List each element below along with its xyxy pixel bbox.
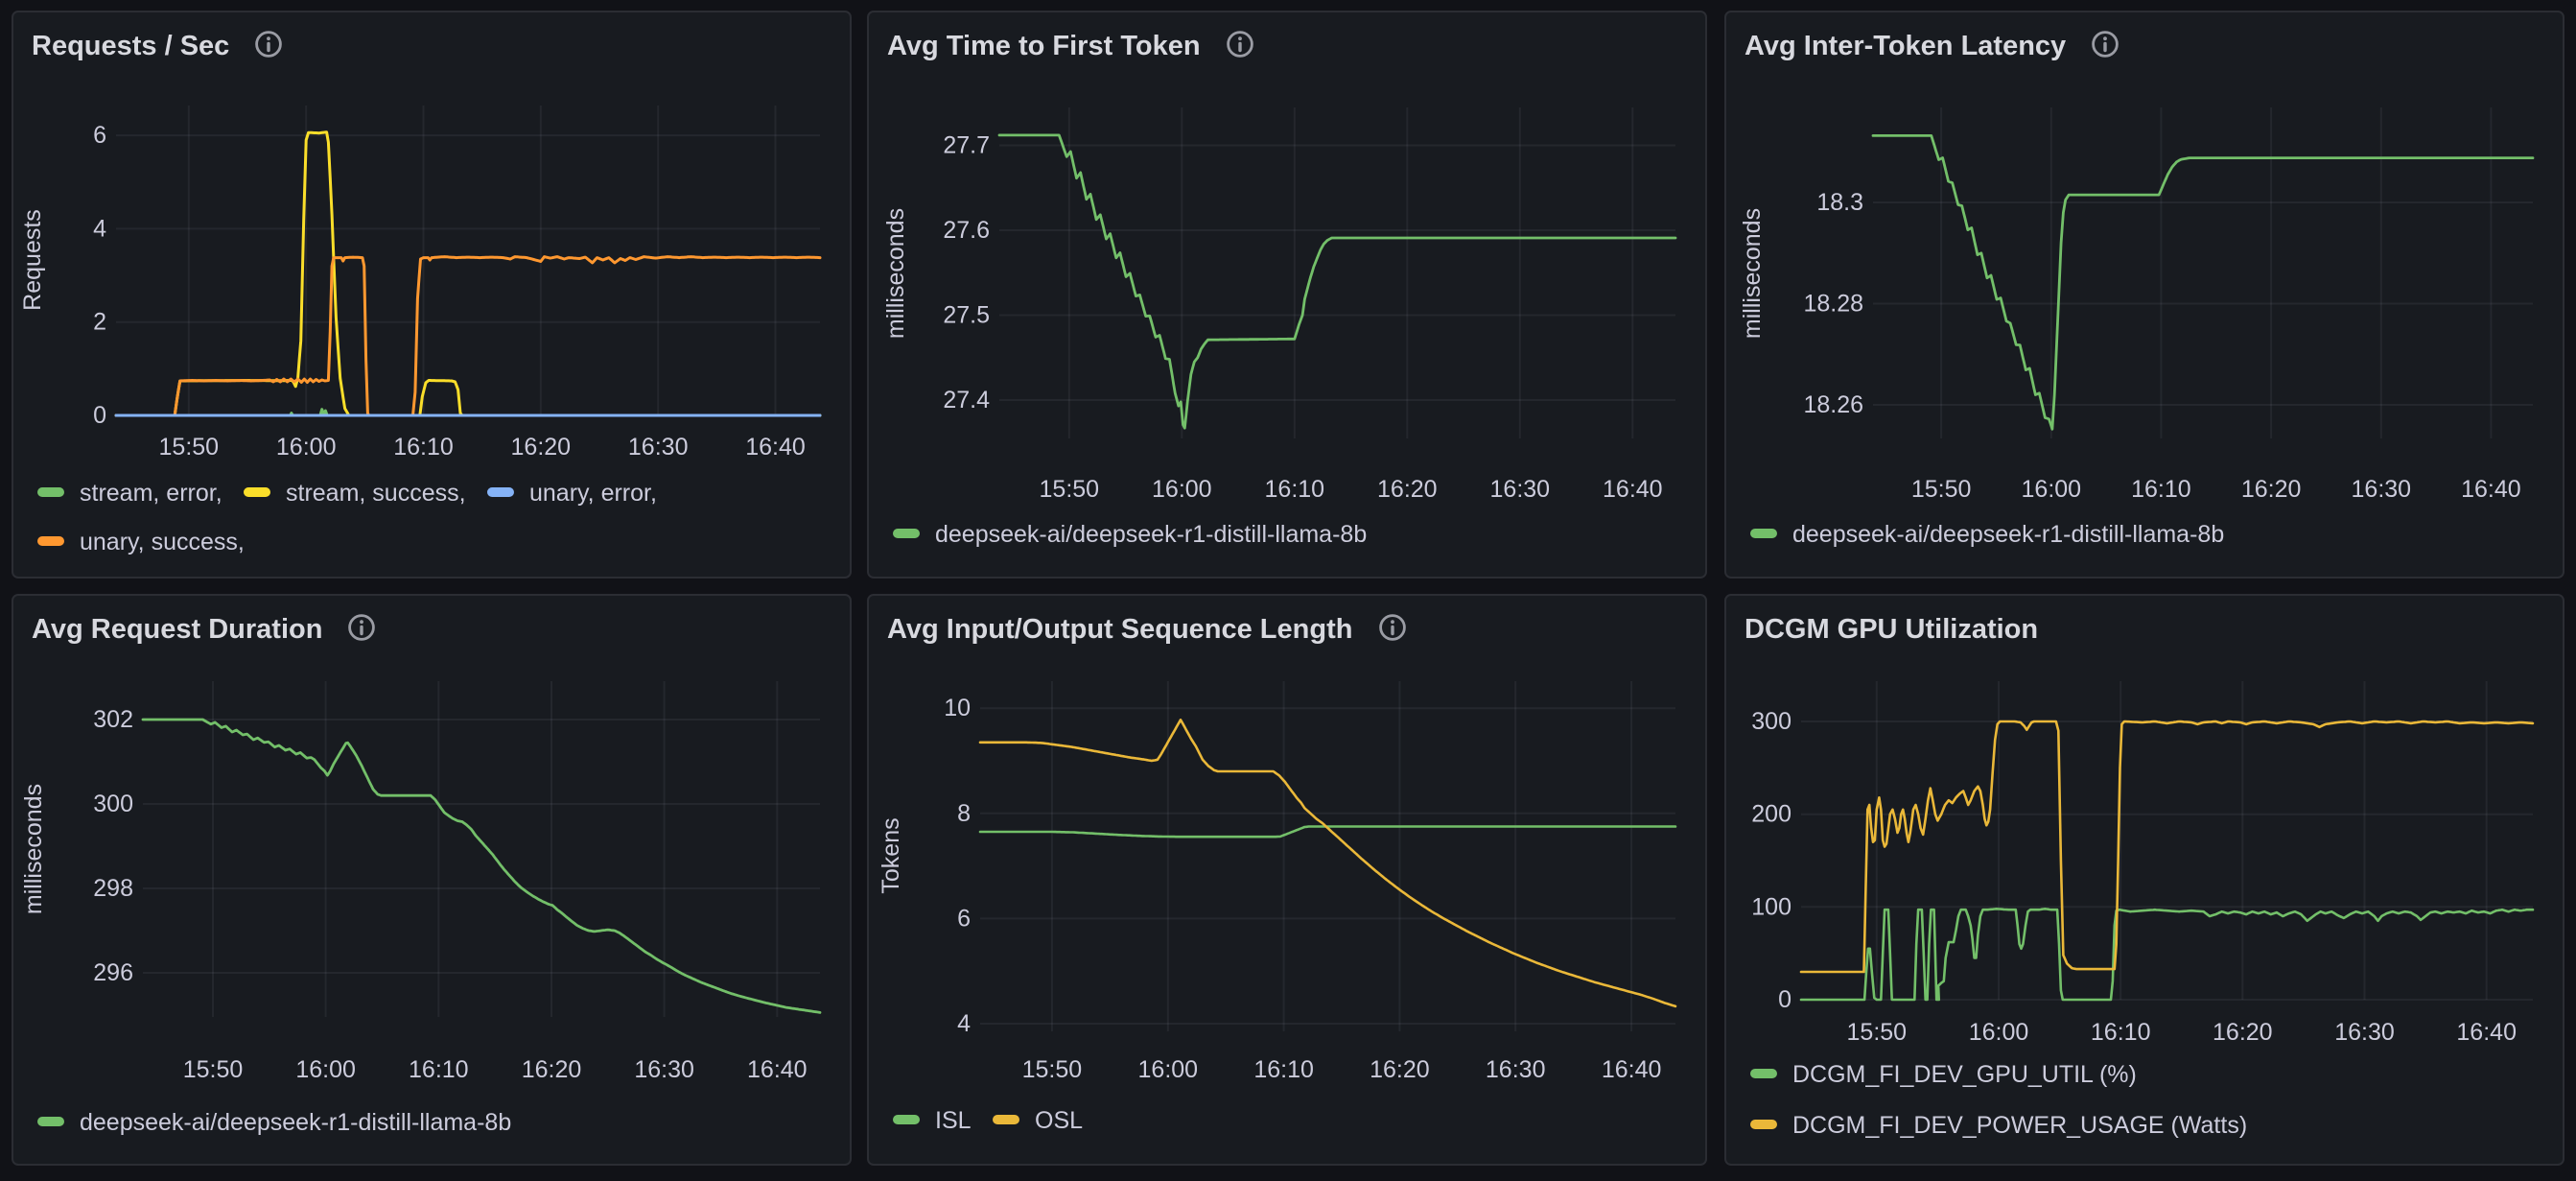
svg-text:DCGM GPU Utilization: DCGM GPU Utilization <box>1745 614 2038 645</box>
svg-text:15:50: 15:50 <box>159 434 220 461</box>
svg-text:4: 4 <box>957 1010 971 1037</box>
svg-text:deepseek-ai/deepseek-r1-distil: deepseek-ai/deepseek-r1-distill-llama-8b <box>1792 521 2224 548</box>
svg-text:15:50: 15:50 <box>1040 476 1100 503</box>
svg-text:16:20: 16:20 <box>1377 476 1438 503</box>
svg-text:16:00: 16:00 <box>1969 1019 2029 1046</box>
svg-text:16:10: 16:10 <box>2091 1019 2151 1046</box>
svg-text:Avg Inter-Token Latency: Avg Inter-Token Latency <box>1745 31 2066 61</box>
svg-text:16:40: 16:40 <box>1602 1056 1662 1083</box>
svg-text:deepseek-ai/deepseek-r1-distil: deepseek-ai/deepseek-r1-distill-llama-8b <box>80 1109 511 1136</box>
svg-text:ISL: ISL <box>935 1107 972 1134</box>
svg-text:200: 200 <box>1751 801 1791 828</box>
svg-text:16:10: 16:10 <box>2131 476 2191 503</box>
svg-text:16:20: 16:20 <box>2213 1019 2273 1046</box>
svg-text:4: 4 <box>93 215 106 242</box>
svg-text:16:20: 16:20 <box>511 434 572 461</box>
svg-text:16:40: 16:40 <box>2456 1019 2517 1046</box>
svg-text:2: 2 <box>93 309 106 336</box>
svg-text:8: 8 <box>957 800 971 827</box>
svg-text:10: 10 <box>944 695 971 721</box>
svg-text:16:30: 16:30 <box>2334 1019 2395 1046</box>
svg-text:unary, error,: unary, error, <box>529 480 657 507</box>
svg-text:0: 0 <box>93 402 106 429</box>
svg-text:16:20: 16:20 <box>2241 476 2302 503</box>
svg-text:27.4: 27.4 <box>943 387 990 413</box>
svg-text:Requests / Sec: Requests / Sec <box>32 31 229 61</box>
svg-text:6: 6 <box>957 905 971 932</box>
svg-text:16:40: 16:40 <box>2461 476 2521 503</box>
svg-text:18.26: 18.26 <box>1803 391 1863 418</box>
svg-text:16:40: 16:40 <box>745 434 806 461</box>
svg-text:16:30: 16:30 <box>2352 476 2412 503</box>
svg-text:Requests: Requests <box>19 209 46 311</box>
svg-text:15:50: 15:50 <box>183 1056 244 1083</box>
svg-text:16:10: 16:10 <box>409 1056 469 1083</box>
svg-text:stream, error,: stream, error, <box>80 480 222 507</box>
svg-text:milliseconds: milliseconds <box>882 208 909 339</box>
svg-text:16:30: 16:30 <box>634 1056 694 1083</box>
svg-text:16:40: 16:40 <box>747 1056 808 1083</box>
svg-text:DCGM_FI_DEV_GPU_UTIL (%): DCGM_FI_DEV_GPU_UTIL (%) <box>1792 1061 2137 1088</box>
svg-text:16:00: 16:00 <box>276 434 337 461</box>
svg-text:Avg Time to First Token: Avg Time to First Token <box>887 31 1201 61</box>
svg-text:16:40: 16:40 <box>1603 476 1663 503</box>
svg-text:Avg Input/Output Sequence Leng: Avg Input/Output Sequence Length <box>887 614 1352 645</box>
svg-text:stream, success,: stream, success, <box>286 480 466 507</box>
svg-text:16:00: 16:00 <box>1152 476 1212 503</box>
svg-text:300: 300 <box>1751 708 1791 735</box>
svg-text:16:30: 16:30 <box>628 434 689 461</box>
svg-text:15:50: 15:50 <box>1022 1056 1083 1083</box>
svg-text:27.7: 27.7 <box>943 132 990 159</box>
svg-text:16:20: 16:20 <box>1370 1056 1430 1083</box>
svg-text:0: 0 <box>1778 986 1791 1013</box>
svg-text:6: 6 <box>93 122 106 149</box>
svg-text:27.6: 27.6 <box>943 217 990 244</box>
svg-text:16:30: 16:30 <box>1486 1056 1546 1083</box>
svg-text:16:30: 16:30 <box>1490 476 1551 503</box>
svg-text:15:50: 15:50 <box>1911 476 1972 503</box>
svg-text:16:00: 16:00 <box>1138 1056 1199 1083</box>
svg-text:300: 300 <box>93 791 133 817</box>
svg-text:16:10: 16:10 <box>1265 476 1325 503</box>
svg-text:unary, success,: unary, success, <box>80 529 245 555</box>
svg-text:302: 302 <box>93 706 133 733</box>
svg-text:16:00: 16:00 <box>295 1056 356 1083</box>
svg-text:296: 296 <box>93 959 133 986</box>
svg-text:16:10: 16:10 <box>1253 1056 1314 1083</box>
svg-text:DCGM_FI_DEV_POWER_USAGE (Watts: DCGM_FI_DEV_POWER_USAGE (Watts) <box>1792 1112 2247 1139</box>
svg-text:16:20: 16:20 <box>522 1056 582 1083</box>
svg-text:milliseconds: milliseconds <box>20 784 47 914</box>
svg-text:18.28: 18.28 <box>1803 291 1863 318</box>
svg-text:15:50: 15:50 <box>1847 1019 1908 1046</box>
svg-text:OSL: OSL <box>1035 1107 1083 1134</box>
svg-text:milliseconds: milliseconds <box>1739 208 1766 339</box>
svg-text:Avg Request Duration: Avg Request Duration <box>32 614 322 645</box>
svg-text:100: 100 <box>1751 893 1791 920</box>
svg-text:27.5: 27.5 <box>943 302 990 329</box>
svg-text:16:00: 16:00 <box>2022 476 2082 503</box>
svg-text:298: 298 <box>93 875 133 902</box>
svg-text:18.3: 18.3 <box>1816 189 1863 216</box>
svg-text:16:10: 16:10 <box>393 434 454 461</box>
svg-text:Tokens: Tokens <box>878 817 904 893</box>
svg-text:deepseek-ai/deepseek-r1-distil: deepseek-ai/deepseek-r1-distill-llama-8b <box>935 521 1367 548</box>
